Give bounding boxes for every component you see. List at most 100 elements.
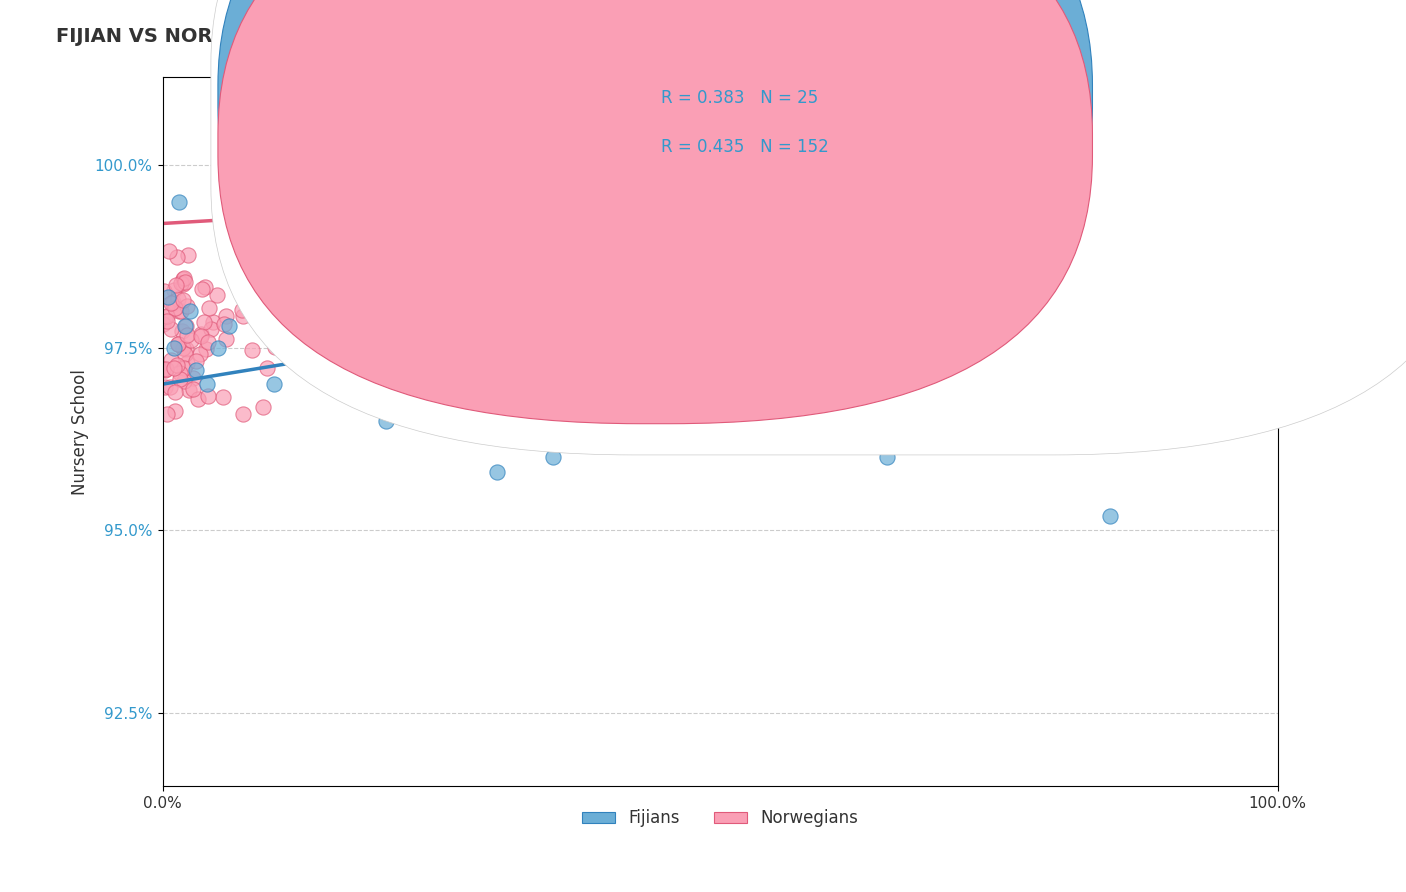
Point bbox=[181, 371, 204, 385]
Point bbox=[1052, 319, 1074, 334]
Point bbox=[167, 337, 190, 351]
Point bbox=[157, 244, 180, 259]
Point bbox=[174, 342, 197, 356]
Point bbox=[1077, 260, 1099, 275]
Point bbox=[172, 341, 194, 355]
Point bbox=[263, 377, 285, 392]
Point bbox=[174, 318, 197, 333]
Point bbox=[709, 414, 731, 428]
Point bbox=[1233, 278, 1256, 293]
Point bbox=[1099, 508, 1122, 523]
Point bbox=[1267, 253, 1289, 268]
Point bbox=[162, 294, 184, 309]
Point bbox=[165, 404, 187, 418]
Point bbox=[1069, 294, 1091, 309]
Point bbox=[969, 336, 991, 351]
Point bbox=[675, 298, 697, 312]
Point bbox=[430, 341, 453, 355]
Point bbox=[156, 407, 179, 421]
Point bbox=[200, 322, 222, 336]
Point bbox=[163, 360, 186, 375]
Point bbox=[174, 347, 197, 361]
Point bbox=[156, 310, 179, 324]
Point bbox=[1052, 353, 1074, 368]
Point bbox=[319, 304, 342, 318]
Point bbox=[167, 303, 190, 318]
Point bbox=[343, 319, 366, 334]
Point bbox=[1244, 259, 1267, 273]
Point bbox=[263, 340, 285, 354]
Point bbox=[167, 292, 190, 306]
Point bbox=[163, 385, 186, 400]
Point bbox=[165, 277, 187, 292]
Point bbox=[1222, 216, 1244, 230]
Point bbox=[967, 289, 990, 303]
Point bbox=[172, 293, 194, 307]
Point bbox=[652, 304, 675, 318]
Point bbox=[198, 301, 221, 316]
Point bbox=[711, 299, 734, 313]
Point bbox=[842, 291, 865, 305]
Point bbox=[240, 343, 263, 358]
Point bbox=[160, 321, 183, 335]
Point bbox=[170, 324, 193, 338]
Point bbox=[155, 361, 177, 376]
Point bbox=[197, 334, 219, 349]
Point bbox=[695, 366, 717, 380]
Point bbox=[1054, 285, 1077, 300]
Point bbox=[173, 275, 195, 289]
Point bbox=[193, 315, 215, 329]
Point bbox=[1084, 269, 1107, 284]
Point bbox=[157, 289, 180, 303]
Point bbox=[647, 204, 669, 219]
Point bbox=[1240, 202, 1263, 216]
Point bbox=[167, 194, 190, 209]
Point bbox=[181, 382, 204, 396]
Point bbox=[212, 390, 235, 404]
Point bbox=[1265, 240, 1288, 254]
Point bbox=[1170, 206, 1192, 220]
Text: FIJIAN VS NORWEGIAN NURSERY SCHOOL CORRELATION CHART: FIJIAN VS NORWEGIAN NURSERY SCHOOL CORRE… bbox=[56, 27, 748, 45]
Point bbox=[820, 341, 842, 355]
Point bbox=[166, 358, 188, 372]
Point bbox=[232, 309, 254, 323]
Point bbox=[195, 377, 218, 392]
Point bbox=[190, 326, 212, 341]
Point bbox=[652, 318, 675, 333]
Point bbox=[194, 342, 217, 356]
Point bbox=[1012, 195, 1035, 210]
Point bbox=[176, 299, 198, 313]
Point bbox=[1205, 228, 1227, 243]
Point bbox=[387, 279, 409, 293]
Point bbox=[214, 309, 236, 323]
Point bbox=[486, 465, 509, 479]
Point bbox=[162, 297, 184, 311]
Point bbox=[218, 318, 240, 333]
Point bbox=[363, 286, 385, 301]
Point bbox=[1136, 316, 1159, 330]
Point bbox=[661, 293, 683, 307]
Text: ZIPatlas: ZIPatlas bbox=[557, 397, 884, 467]
Point bbox=[212, 317, 235, 331]
Point bbox=[697, 337, 720, 351]
Point bbox=[166, 250, 188, 264]
Point bbox=[1115, 289, 1137, 303]
Point bbox=[1211, 194, 1233, 209]
Point bbox=[541, 450, 564, 465]
Point bbox=[501, 324, 523, 338]
Point bbox=[240, 268, 263, 282]
Point bbox=[1135, 229, 1157, 244]
Point bbox=[1202, 226, 1225, 240]
Point bbox=[765, 377, 787, 392]
Point bbox=[163, 341, 186, 355]
Point bbox=[170, 304, 193, 318]
Point bbox=[585, 324, 607, 338]
Point bbox=[197, 389, 219, 403]
Point bbox=[231, 303, 253, 318]
Point bbox=[761, 281, 783, 295]
Point bbox=[905, 236, 928, 251]
Point bbox=[207, 341, 229, 355]
Point bbox=[252, 400, 274, 414]
Point bbox=[416, 335, 439, 350]
Point bbox=[905, 292, 928, 306]
